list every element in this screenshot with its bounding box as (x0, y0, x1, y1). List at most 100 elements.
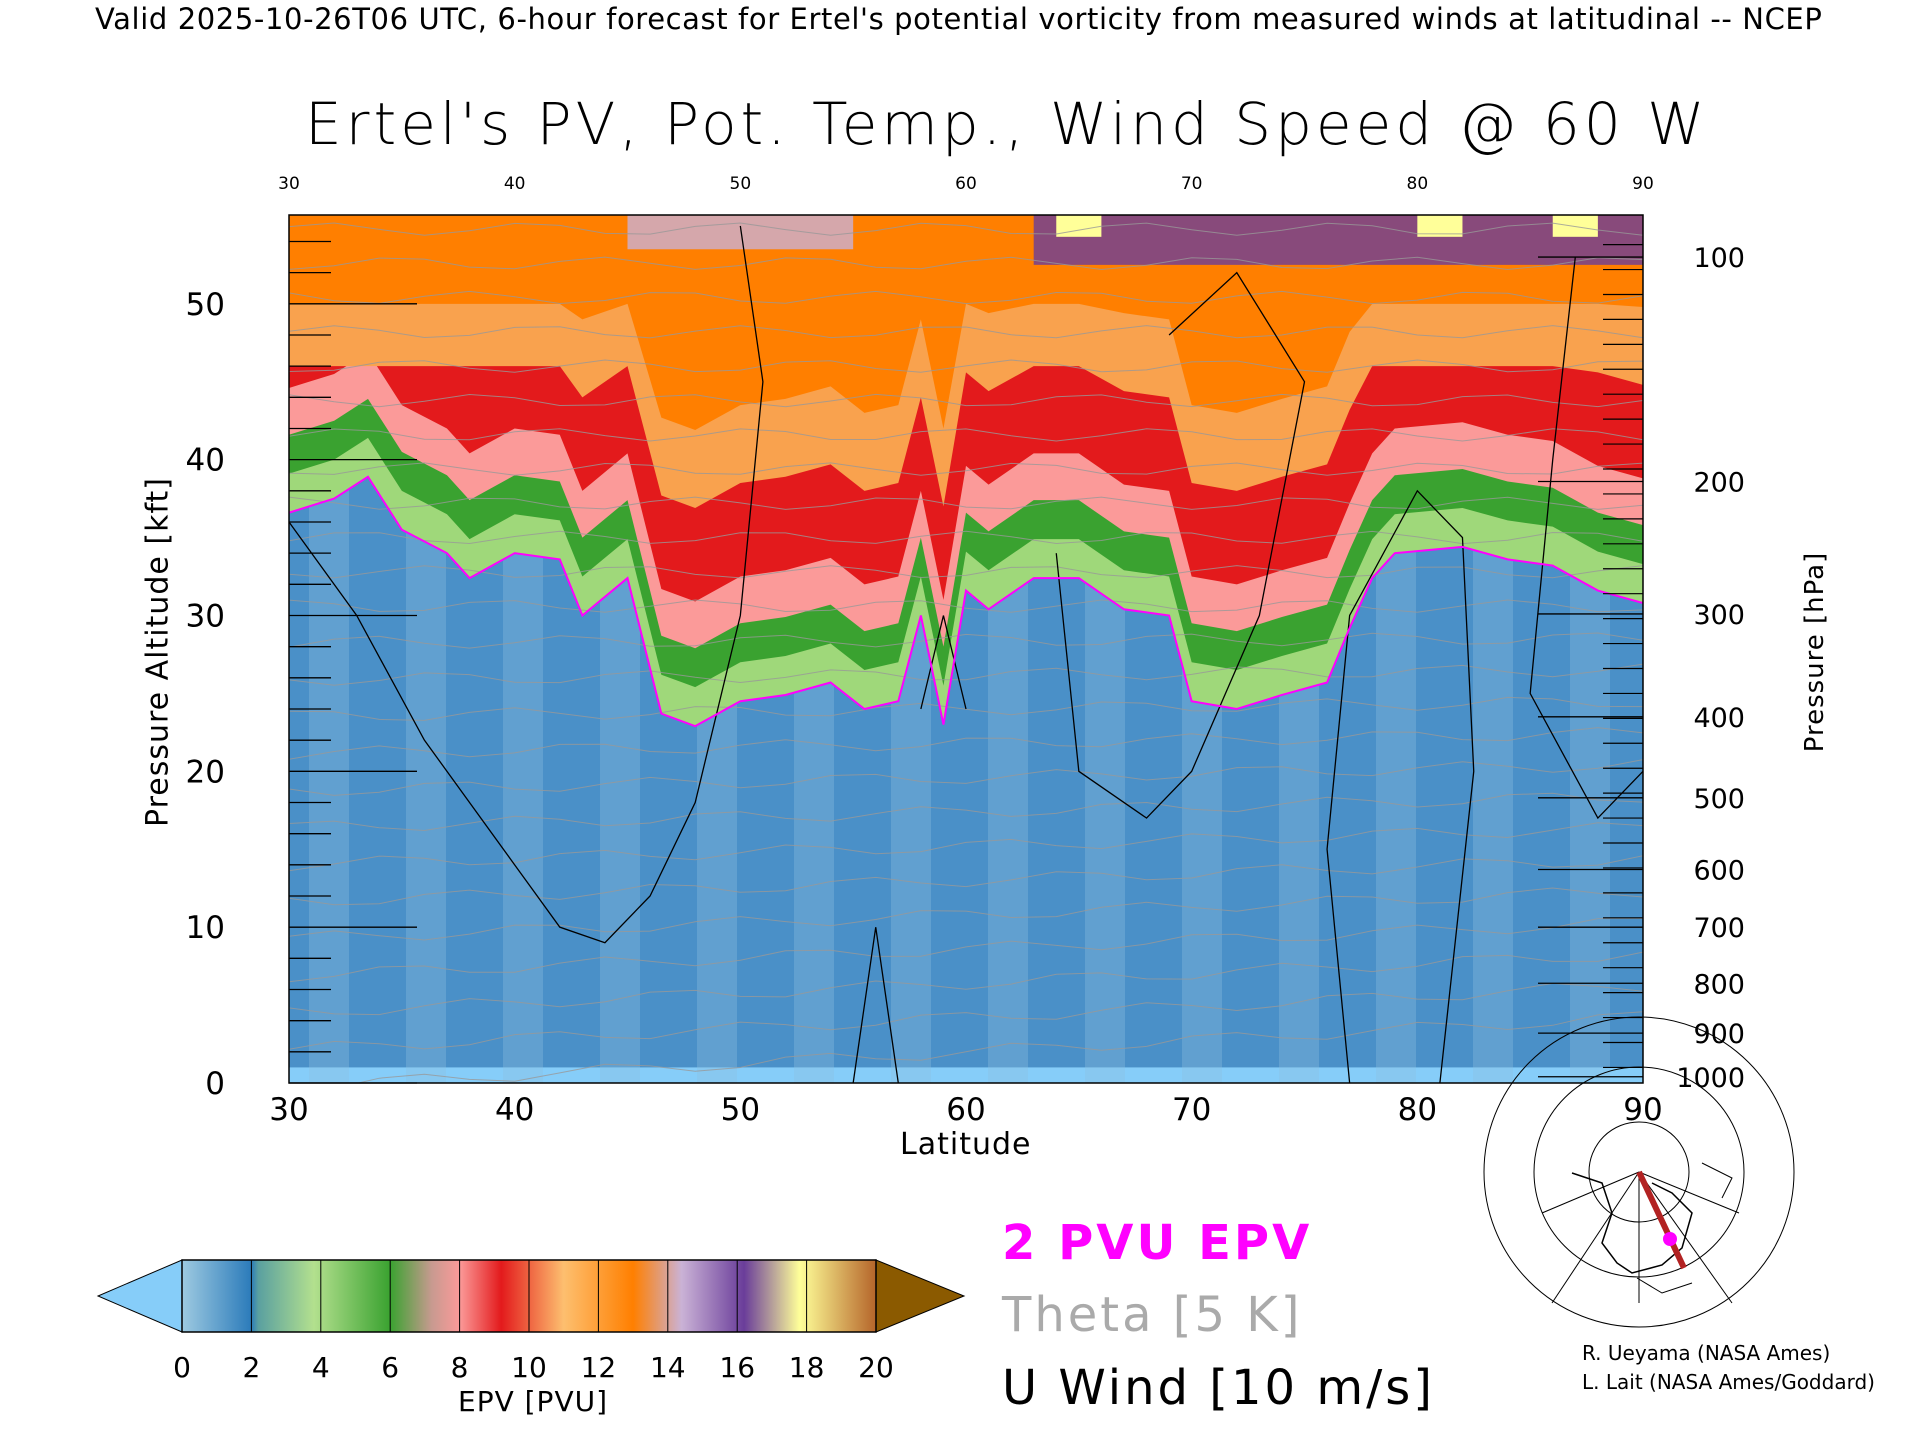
x-tick-label: 60 (946, 1092, 985, 1128)
colorbar-tick-label: 20 (858, 1351, 894, 1384)
pressure-tick-label: 200 (1693, 467, 1745, 498)
x-tick-label: 70 (1172, 1092, 1211, 1128)
colorbar-tick-label: 2 (242, 1351, 260, 1384)
wind-contour (1055, 271, 1306, 819)
axes: 30 30 40 40 50 50 60 60 70 70 80 80 90 900 10 20 30 40 50 1… (186, 174, 1745, 1128)
x-top-tick-label: 80 (1407, 174, 1429, 194)
x-top-tick-label: 30 (278, 174, 300, 194)
x-top-tick-label: 50 (730, 174, 752, 194)
colorbar-tick-label: 10 (511, 1351, 547, 1384)
wind-contour (852, 927, 899, 1083)
colorbar-tick-label: 8 (451, 1351, 469, 1384)
location-dot (1663, 1232, 1677, 1246)
theta-contour (289, 565, 1643, 579)
theta-contour (289, 222, 1643, 236)
location-map (1483, 1016, 1795, 1328)
pressure-tick-label: 400 (1693, 703, 1745, 734)
wind-contour (920, 615, 967, 710)
x-axis-label: Latitude (900, 1127, 1032, 1162)
y-axis-right-label: Pressure [hPa] (1800, 551, 1830, 753)
header-text: Valid 2025-10-26T06 UTC, 6-hour forecast… (95, 2, 1823, 36)
theta-contour (289, 727, 1643, 760)
theta-contour (289, 792, 1643, 832)
x-tick-label: 30 (269, 1092, 308, 1128)
colorbar-tick-label: 12 (581, 1351, 617, 1384)
pv-field-band-13pvu (289, 215, 1643, 431)
theta-contour (356, 1011, 1643, 1083)
pv-field-band-18pvu (1552, 215, 1598, 237)
theta-contour (289, 359, 1643, 373)
pv-field-band-18pvu (1056, 215, 1102, 237)
pressure-tick-label: 500 (1693, 784, 1745, 815)
theta-contour (289, 632, 1643, 649)
x-tick-label: 40 (495, 1092, 534, 1128)
theta-contour (289, 855, 1643, 906)
y-tick-label: 10 (186, 910, 225, 946)
legend-pv2: 2 PVU EPV (1002, 1215, 1313, 1271)
theta-contour (289, 256, 1643, 271)
colorbar-under-arrow (96, 1259, 183, 1333)
theta-contour (289, 599, 1643, 613)
colorbar: 0 2 4 6 8 10 12 14 16 18 20 (96, 1259, 966, 1384)
y-tick-label: 50 (186, 287, 225, 323)
theta-contour (289, 951, 1643, 1016)
colorbar-label: EPV [PVU] (458, 1385, 609, 1418)
x-top-tick-label: 90 (1632, 174, 1654, 194)
y-axis-label: Pressure Altitude [kft] (140, 477, 176, 827)
colorbar-tick-label: 4 (312, 1351, 330, 1384)
y-tick-label: 20 (186, 754, 225, 790)
pv2-contour-line (289, 475, 1643, 728)
theta-contour (289, 822, 1643, 872)
wind-contour (1326, 489, 1475, 1083)
colorbar-tick-label: 14 (650, 1351, 686, 1384)
theta-contour (289, 887, 1643, 941)
pressure-tick-label: 800 (1693, 969, 1745, 1000)
y-tick-label: 0 (205, 1066, 225, 1102)
colorbar-tick-label: 16 (719, 1351, 755, 1384)
theta-contour (289, 982, 1643, 1050)
pressure-tick-label: 700 (1693, 913, 1745, 944)
x-top-tick-label: 70 (1181, 174, 1203, 194)
x-tick-label: 80 (1398, 1092, 1437, 1128)
wind-contour (289, 225, 764, 944)
pressure-tick-label: 900 (1693, 1019, 1745, 1050)
pressure-tick-label: 300 (1693, 600, 1745, 631)
pressure-tick-label: 1000 (1676, 1063, 1745, 1094)
colorbar-tick-label: 0 (173, 1351, 191, 1384)
theta-contour (289, 918, 1643, 983)
theta-contour (289, 428, 1643, 442)
wind-contour (1529, 257, 1643, 820)
pv-field-surface (289, 1067, 1643, 1083)
x-tick-label: 50 (721, 1092, 760, 1128)
y-tick-label: 40 (186, 443, 225, 479)
plot-area (289, 215, 1643, 1083)
theta-contour (289, 530, 1643, 545)
y-tick-label: 30 (186, 598, 225, 634)
theta-contour (289, 496, 1643, 510)
pv-field-band-15pvu (627, 215, 854, 250)
legend-uwind: U Wind [10 m/s] (1002, 1360, 1436, 1416)
pv-field-band-18pvu (1417, 215, 1463, 237)
theta-contour (289, 393, 1643, 408)
theta-contour (289, 663, 1643, 686)
pressure-tick-label: 600 (1693, 856, 1745, 887)
colorbar-tick-label: 6 (381, 1351, 399, 1384)
colorbar-tick-label: 18 (789, 1351, 825, 1384)
theta-contour (289, 696, 1643, 721)
credit-1: R. Ueyama (NASA Ames) (1582, 1341, 1831, 1365)
plot-frame (288, 214, 1644, 1084)
chart-title: Ertel's PV, Pot. Temp., Wind Speed @ 60 … (305, 90, 1709, 158)
colorbar-over-arrow (875, 1259, 966, 1333)
theta-contour (289, 325, 1643, 339)
theta-contour (289, 759, 1643, 796)
theta-contour (289, 462, 1643, 476)
cross-section-line (1636, 1170, 1687, 1270)
legend-theta: Theta [5 K] (1002, 1287, 1303, 1343)
credit-2: L. Lait (NASA Ames/Goddard) (1582, 1370, 1875, 1394)
pressure-tick-label: 100 (1693, 243, 1745, 274)
x-top-tick-label: 60 (955, 174, 977, 194)
theta-contour (289, 290, 1643, 305)
x-top-tick-label: 40 (504, 174, 526, 194)
